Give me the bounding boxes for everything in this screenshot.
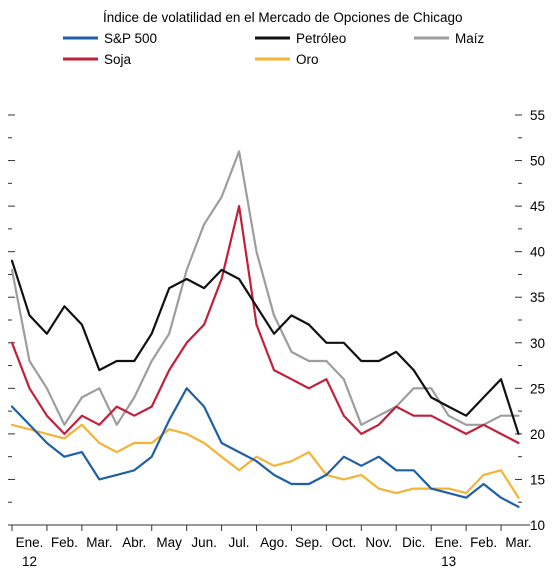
x-tick-label-1: Feb. [51, 535, 78, 550]
y-tick-label-3: 25 [530, 381, 545, 396]
x-year-label-0: 12 [22, 554, 37, 569]
x-tick-label-5: Jun. [191, 535, 217, 550]
x-tick-label-10: Nov. [365, 535, 392, 550]
y-tick-label-9: 55 [530, 108, 545, 123]
y-tick-label-5: 35 [530, 290, 545, 305]
y-tick-label-7: 45 [530, 199, 545, 214]
y-tick-label-8: 50 [530, 154, 545, 169]
x-tick-label-2: Mar. [86, 535, 112, 550]
x-tick-label-8: Sep. [295, 535, 323, 550]
y-tick-label-4: 30 [530, 336, 545, 351]
legend-label-1: Petróleo [296, 31, 346, 46]
series-line-3 [10, 205, 520, 445]
legend-label-0: S&P 500 [104, 31, 157, 46]
series-line-2 [10, 150, 520, 426]
x-tick-label-9: Oct. [331, 535, 356, 550]
x-tick-label-0: Ene. [16, 535, 44, 550]
x-tick-label-4: May [156, 535, 182, 550]
x-tick-label-14: Mar. [505, 535, 531, 550]
series-layer [10, 150, 520, 508]
y-tick-label-0: 10 [530, 518, 545, 533]
series-line-0 [10, 387, 520, 508]
legend-label-2: Maíz [455, 31, 485, 46]
x-year-label-1: 13 [441, 554, 456, 569]
legend-label-4: Oro [296, 52, 319, 67]
x-tick-label-13: Feb. [470, 535, 497, 550]
series-line-1 [10, 259, 520, 435]
y-tick-label-2: 20 [530, 427, 545, 442]
x-tick-label-3: Abr. [122, 535, 146, 550]
x-tick-label-7: Ago. [260, 535, 288, 550]
x-tick-label-12: Ene. [435, 535, 463, 550]
x-tick-label-11: Dic. [402, 535, 425, 550]
chart-title: Índice de volatilidad en el Mercado de O… [103, 10, 462, 25]
x-tick-label-6: Jul. [229, 535, 250, 550]
legend: S&P 500 Petróleo Maíz Soja Oro [63, 31, 485, 67]
legend-label-3: Soja [104, 52, 132, 67]
axes: 10 15 20 25 30 35 40 45 50 55 Ene. Feb. Mar. Abr. May J… [8, 108, 545, 569]
y-tick-label-6: 40 [530, 245, 545, 260]
y-tick-label-1: 15 [530, 472, 545, 487]
